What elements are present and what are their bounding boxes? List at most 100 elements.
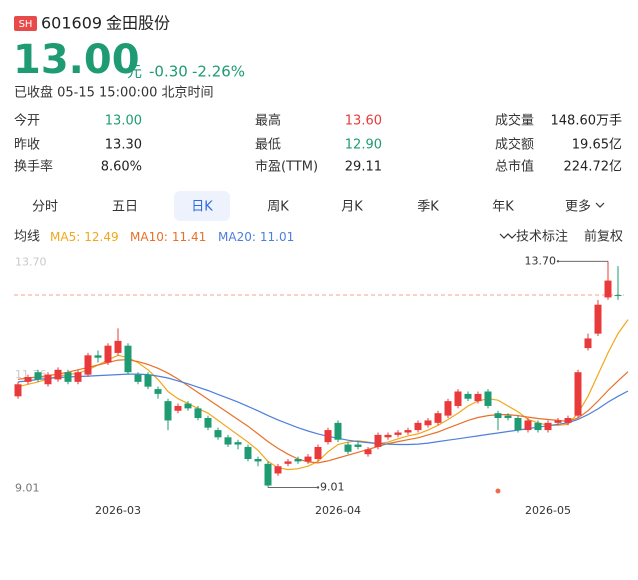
ma-value: 11.41 — [172, 230, 206, 244]
x-tick-label: 2026-05 — [525, 504, 571, 517]
tab[interactable]: 五日 — [112, 200, 138, 215]
candle-body — [544, 422, 552, 431]
stat-value: 13.00 — [105, 114, 142, 129]
candle-body — [434, 413, 442, 423]
candle-body — [374, 434, 382, 447]
candle-body — [224, 437, 232, 445]
tab[interactable]: 年K — [492, 200, 514, 215]
ma-line — [17, 359, 629, 464]
candle-body — [64, 372, 72, 382]
stat-label: 换手率 — [14, 159, 53, 175]
candle-body — [284, 461, 292, 464]
more-chevron — [595, 202, 605, 208]
stat-label: 市盈(TTM) — [255, 159, 318, 175]
candle-body — [484, 391, 492, 406]
candle-body — [44, 374, 52, 385]
ma-line — [17, 319, 629, 471]
x-tick-label: 2026-03 — [95, 504, 141, 517]
market-status: 已收盘 05-15 15:00:00 北京时间 — [14, 85, 214, 101]
candle-body — [314, 446, 322, 460]
tab[interactable]: 月K — [341, 200, 363, 215]
y-tick-label: 9.01 — [15, 481, 40, 494]
stat-label: 今开 — [14, 113, 40, 129]
tab[interactable]: 周K — [267, 200, 289, 215]
candle-body — [384, 434, 392, 438]
stat-value: 13.60 — [345, 114, 382, 129]
stat-value: 29.11 — [345, 160, 382, 175]
stat-label: 昨收 — [14, 138, 40, 153]
tab[interactable]: 季K — [417, 200, 439, 215]
candle-body — [104, 345, 112, 363]
stat-value: 13.30 — [105, 138, 142, 153]
tabs: 分时 五日 日K 周K 月K 季K 年K 更多 — [32, 191, 591, 221]
candle-body — [74, 372, 82, 382]
adjust-toggle[interactable]: 前复权 — [584, 229, 623, 245]
candle-body — [264, 463, 272, 486]
candle-body — [524, 420, 532, 431]
candle-body — [364, 449, 372, 455]
ma-legend-item: MA10: 11.41 — [130, 230, 206, 244]
candle-body — [324, 430, 332, 443]
price-change-pct: -2.26% — [192, 63, 245, 81]
candle-body — [184, 403, 192, 409]
candle-body — [584, 338, 592, 349]
stat-label: 最高 — [255, 113, 281, 129]
candle-body — [394, 432, 402, 435]
candle-body — [124, 345, 132, 373]
candle-body — [474, 393, 482, 402]
extreme-label: 13.70 — [525, 254, 557, 267]
tech-toggle[interactable]: 技术标注 — [516, 230, 568, 245]
candle-body — [244, 446, 252, 460]
candle-body — [574, 372, 582, 416]
stat-value: 148.60万手 — [551, 114, 623, 129]
ma-legend: MA5: 12.49 MA10: 11.41 MA20: 11.01 — [50, 230, 294, 244]
stat-label: 总市值 — [495, 159, 534, 175]
candle-body — [444, 401, 452, 416]
extreme-label: 9.01 — [320, 480, 345, 493]
candle-body — [164, 401, 172, 421]
ma-label: MA10: — [130, 230, 168, 244]
candle-body — [504, 415, 512, 419]
price: 13.00 — [13, 37, 140, 83]
candle-body — [514, 418, 522, 431]
tab[interactable]: 分时 — [32, 200, 58, 215]
ma-value: 12.49 — [84, 230, 118, 244]
tab[interactable]: 日K — [191, 200, 213, 215]
candle-body — [144, 374, 152, 387]
stat-value: 224.72亿 — [564, 160, 623, 175]
extreme-dot — [316, 486, 320, 489]
stat-value: 8.60% — [101, 160, 142, 175]
candle-body — [54, 369, 62, 380]
ma-legend-item: MA20: 11.01 — [218, 230, 294, 244]
stat-label: 最低 — [255, 138, 281, 153]
candle-body — [134, 374, 142, 382]
candle-body — [354, 444, 362, 447]
candle-body — [414, 422, 422, 431]
market-badge: SH — [19, 19, 33, 30]
ma-label: MA20: — [218, 230, 256, 244]
candle-body — [424, 420, 432, 426]
price-change: -0.30 — [149, 63, 188, 81]
candle-body — [454, 391, 462, 406]
candle-body — [34, 372, 42, 380]
candle-body — [94, 355, 102, 358]
candle-body — [604, 280, 612, 298]
stock-code: 601609 — [41, 14, 102, 33]
stat-value: 19.65亿 — [572, 138, 622, 153]
ma-legend-item: MA5: 12.49 — [50, 230, 119, 244]
candle-body — [494, 413, 502, 419]
tech-icon[interactable] — [499, 233, 517, 239]
candle-body — [204, 418, 212, 428]
candle-body — [614, 295, 622, 297]
tab[interactable]: 更多 — [565, 199, 591, 215]
candle-body — [404, 430, 412, 433]
candle-body — [84, 355, 92, 375]
candle-body — [24, 377, 32, 382]
candle-body — [294, 459, 302, 462]
candle-body — [464, 393, 472, 399]
candle-body — [114, 340, 122, 353]
stat-label: 成交额 — [495, 137, 534, 153]
stat-label: 成交量 — [495, 113, 534, 129]
